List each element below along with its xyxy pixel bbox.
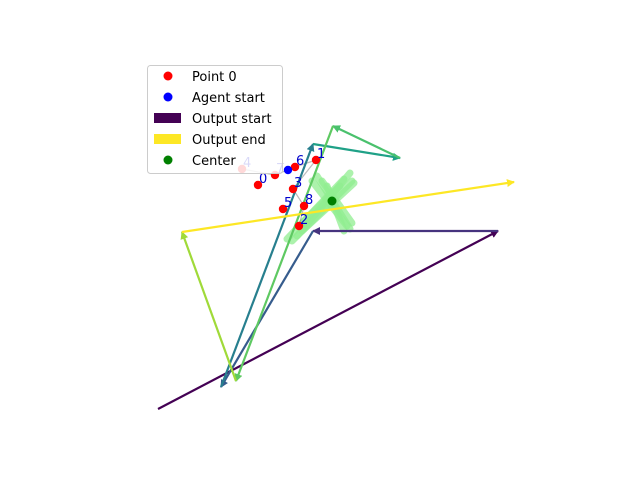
point-6 [290,162,300,172]
point-label-3: 3 [294,176,302,191]
point-2 [294,221,304,231]
fan-stroke-7 [298,179,358,235]
legend-marker-2 [154,113,181,123]
point-0 [253,180,263,190]
point-label-6: 6 [296,154,304,169]
legend-label-2: Output start [192,112,272,127]
point-3 [288,184,298,194]
legend-box [147,65,283,174]
point-1 [311,155,321,165]
point-label-8: 8 [305,193,313,208]
legend-label-4: Center [192,154,236,169]
output-arrow-4 [312,142,401,161]
output-arrow-8 [181,179,515,234]
legend-marker-1 [163,92,173,102]
output-arrow-3 [219,143,315,388]
legend-label-1: Agent start [192,91,265,106]
point-label-1: 1 [317,147,325,162]
point-label-0: 0 [259,172,267,187]
output-arrow-0 [157,230,499,410]
point-8 [299,201,309,211]
output-arrow-2 [220,230,314,388]
legend-marker-3 [154,134,181,144]
agent-start-marker [283,165,293,175]
output-path [157,125,515,410]
legend-marker-4 [163,155,173,165]
output-arrow-6 [234,125,335,382]
output-arrow-5 [332,125,401,159]
center-marker [327,196,337,206]
fan-stroke-8 [318,177,356,227]
legend-label-3: Output end [192,133,266,148]
legend: Point 0 Agent start Output start Output end… [147,65,283,174]
legend-label-0: Point 0 [192,70,237,85]
legend-marker-0 [163,71,173,81]
point-label-2: 2 [300,213,308,228]
point-5 [278,204,288,214]
output-arrow-7 [180,231,238,382]
point-label-5: 5 [284,196,292,211]
